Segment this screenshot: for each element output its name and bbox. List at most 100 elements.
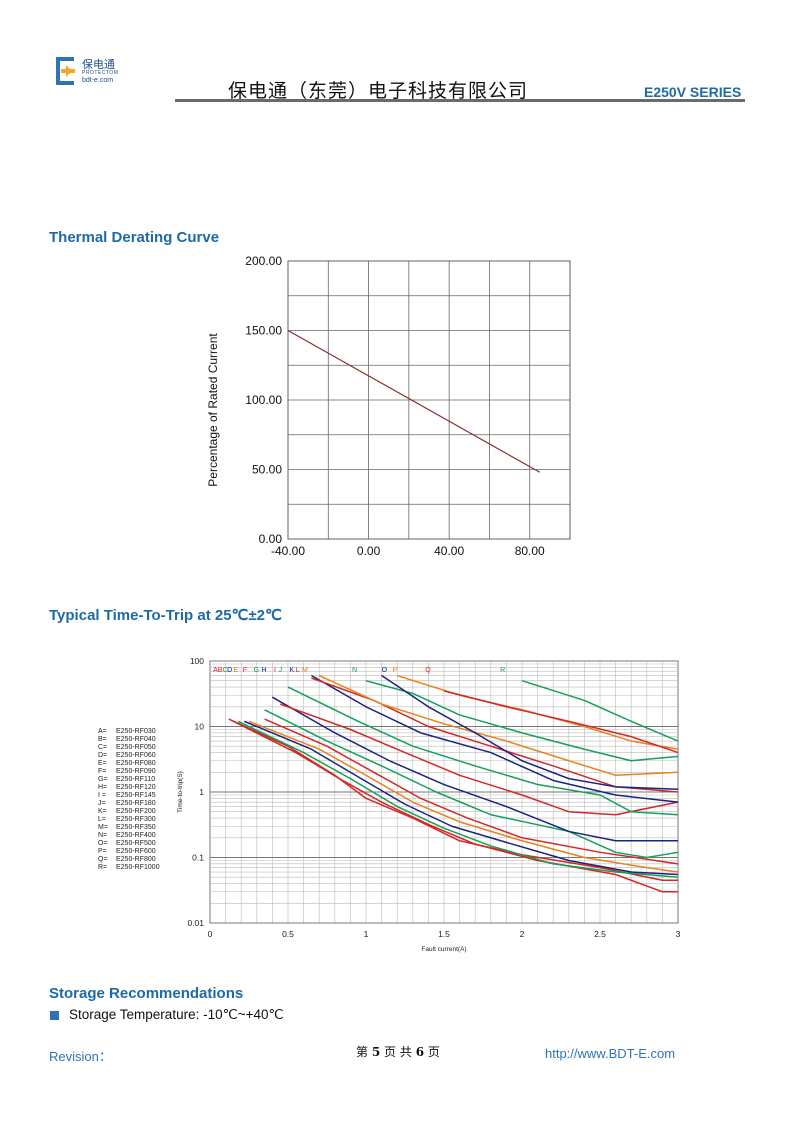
- legend-key: L=: [98, 816, 106, 823]
- logo-cn-text: 保电通: [82, 58, 115, 71]
- legend-entry: E250-RF1000: [116, 864, 160, 871]
- x-tick-label: 1.5: [438, 929, 450, 939]
- trip-curve: [264, 718, 679, 865]
- logo-url-text: bdt-e.com: [82, 77, 114, 84]
- curve-letter-label: D: [227, 667, 232, 674]
- x-tick-label: 2.5: [594, 929, 606, 939]
- curve-letter-label: I: [274, 667, 276, 674]
- legend-key: C=: [98, 744, 107, 751]
- curve-letter-label: C: [222, 667, 227, 674]
- bullet-square-icon: [50, 1010, 59, 1020]
- curve-letter-label: Q: [425, 667, 431, 674]
- curve-letter-label: F: [243, 667, 247, 674]
- trip-curve: [244, 720, 679, 876]
- legend-key: J=: [98, 800, 106, 807]
- curve-letter-label: O: [382, 667, 388, 674]
- page-prefix: 第: [356, 1045, 369, 1059]
- legend-entry: E250-RF300: [116, 816, 156, 823]
- trip-curve: [233, 720, 678, 893]
- curve-letter-label: J: [279, 667, 283, 674]
- y-axis-label: Time-to-trip(S): [177, 771, 184, 813]
- logo-mark-icon: [56, 57, 75, 85]
- curve-letter-label: K: [290, 667, 295, 674]
- x-tick-label: 0: [208, 929, 213, 939]
- page-mid: 页 共: [384, 1045, 412, 1059]
- trip-curve: [264, 709, 679, 859]
- x-axis-label: Fault current(A): [421, 946, 466, 953]
- trip-curve: [381, 674, 679, 791]
- legend-entry: E250-RF090: [116, 768, 156, 775]
- legend-key: K=: [98, 808, 107, 815]
- y-tick-label: 100.00: [245, 393, 282, 407]
- trip-curve: [237, 720, 679, 878]
- legend-key: G=: [98, 776, 108, 783]
- legend-key: Q=: [98, 856, 108, 863]
- y-tick-label: 0.1: [192, 853, 204, 863]
- curve-letter-label: M: [302, 667, 308, 674]
- x-tick-label: 1: [364, 929, 369, 939]
- trip-curve: [318, 674, 679, 777]
- trip-curve: [279, 703, 679, 816]
- company-name: 保电通（东莞）电子科技有限公司: [228, 80, 529, 102]
- legend-key: R=: [98, 864, 107, 871]
- legend-key: D=: [98, 752, 107, 759]
- legend-entry: E250-RF050: [116, 744, 156, 751]
- y-tick-label: 0.00: [259, 532, 283, 546]
- legend-entry: E250-RF200: [116, 808, 156, 815]
- legend-entry: E250-RF145: [116, 792, 156, 799]
- y-tick-label: 150.00: [245, 324, 282, 338]
- thermal-derating-title: Thermal Derating Curve: [49, 229, 220, 246]
- legend-key: E=: [98, 760, 107, 767]
- curve-letter-label: H: [261, 667, 266, 674]
- curve-letter-label: R: [500, 667, 505, 674]
- curve-letter-label: G: [254, 667, 259, 674]
- legend-key: F=: [98, 768, 106, 775]
- legend-key: P=: [98, 848, 107, 855]
- legend-key: I =: [98, 792, 106, 799]
- legend-key: N=: [98, 832, 107, 839]
- curve-letter-label: L: [296, 667, 300, 674]
- legend-entry: E250-RF110: [116, 776, 155, 783]
- y-tick-label: 50.00: [252, 463, 282, 477]
- x-tick-label: 40.00: [434, 544, 464, 558]
- legend-entry: E250-RF030: [116, 728, 156, 735]
- legend-key: B=: [98, 736, 107, 743]
- y-tick-label: 0.01: [187, 918, 204, 928]
- header-divider: [175, 99, 745, 102]
- legend-entry: E250-RF120: [116, 784, 156, 791]
- trip-curve: [365, 679, 679, 762]
- company-logo: 保电通 PROTECTOM bdt-e.com: [52, 54, 142, 90]
- legend-entry: E250-RF080: [116, 760, 156, 767]
- legend-entry: E250-RF180: [116, 800, 156, 807]
- storage-temperature-text: Storage Temperature: -10℃~+40℃: [69, 1007, 284, 1022]
- x-tick-label: 3: [676, 929, 681, 939]
- storage-item: Storage Temperature: -10℃~+40℃: [50, 1007, 284, 1023]
- curve-letter-label: E: [233, 667, 238, 674]
- x-tick-label: 80.00: [515, 544, 545, 558]
- legend-entry: E250-RF400: [116, 832, 156, 839]
- trip-curve: [521, 680, 679, 742]
- trip-curve: [443, 690, 679, 754]
- curve-letter-label: A: [213, 667, 218, 674]
- trip-curve: [248, 720, 679, 873]
- time-to-trip-chart: 0.01 0.1 1 10 100 0 0.5 1 1.5 2 2.5 3 Fault current(…: [98, 656, 681, 953]
- storage-title: Storage Recommendations: [49, 985, 244, 1002]
- legend-key: H=: [98, 784, 107, 791]
- trip-curve: [287, 686, 679, 816]
- x-tick-label: 0.5: [282, 929, 294, 939]
- legend-entry: E250-RF040: [116, 736, 156, 743]
- x-tick-label: -40.00: [271, 544, 305, 558]
- curve-letter-label: P: [393, 667, 398, 674]
- x-tick-label: 0.00: [357, 544, 381, 558]
- website-link[interactable]: http://www.BDT-E.com: [545, 1046, 676, 1061]
- curve-letter-label: B: [218, 667, 223, 674]
- y-axis-label: Percentage of Rated Current: [206, 333, 220, 487]
- y-tick-label: 10: [195, 722, 205, 732]
- curve-letter-label: N: [352, 667, 357, 674]
- revision-label: Revision：: [49, 1049, 112, 1064]
- y-tick-label: 100: [190, 656, 204, 666]
- legend-key: M=: [98, 824, 108, 831]
- legend-entry: E250-RF060: [116, 752, 156, 759]
- legend-entry: E250-RF500: [116, 840, 156, 847]
